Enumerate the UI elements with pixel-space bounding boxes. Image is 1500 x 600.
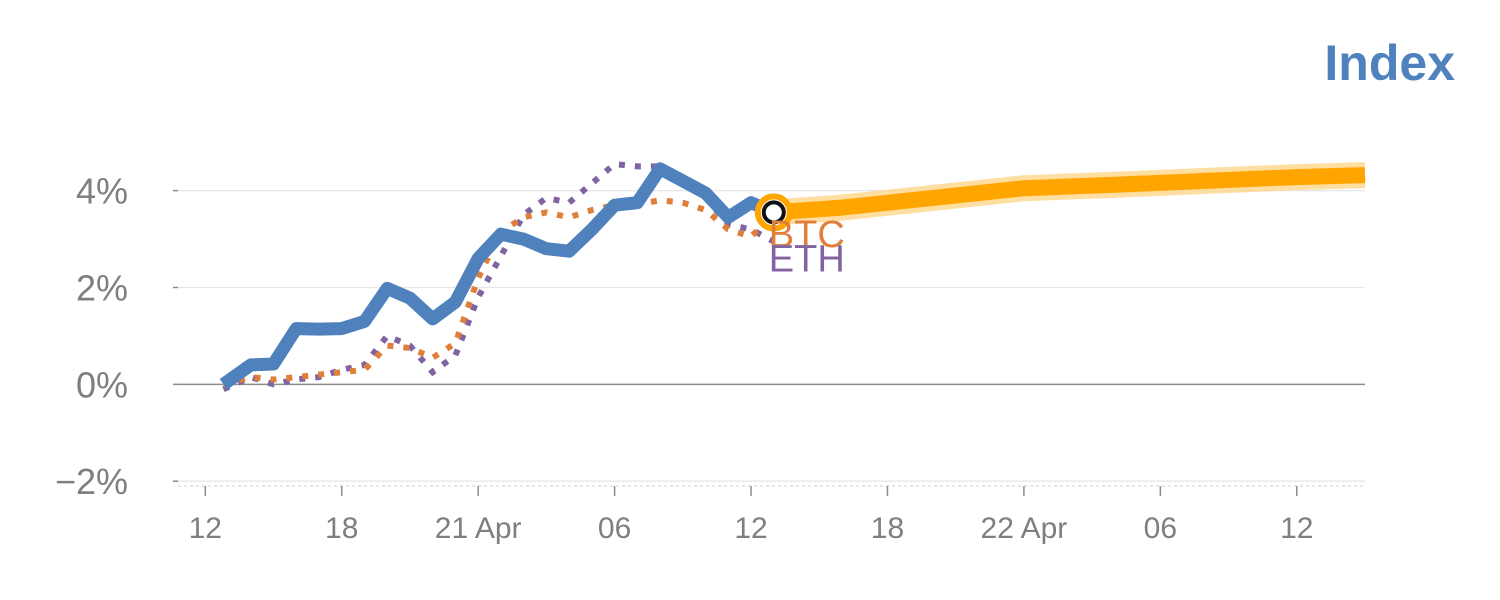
x-tick-label: 06: [1144, 512, 1177, 545]
x-tick-label: 18: [871, 512, 904, 545]
btc-series-line: [222, 197, 776, 388]
x-tick-label: 12: [1280, 512, 1313, 545]
x-tick-label: 21 Apr: [435, 512, 522, 545]
current-point-marker: [761, 200, 786, 225]
index-series-line: [219, 162, 777, 390]
chart-title: Index: [1324, 35, 1455, 91]
x-tick-label: 12: [734, 512, 767, 545]
eth-series-line: [222, 160, 776, 392]
x-axis: 12 18 21 Apr 06 12 18 22 Apr 06 12: [178, 485, 1365, 545]
y-tick-label: −2%: [55, 461, 128, 502]
x-tick-label: 06: [598, 512, 631, 545]
x-tick-label: 22 Apr: [981, 512, 1068, 545]
x-tick-label: 12: [189, 512, 222, 545]
x-tick-label: 18: [325, 512, 358, 545]
y-tick-label: 4%: [76, 171, 128, 212]
y-tick-label: 0%: [76, 364, 128, 405]
forecast-line: [773, 167, 1366, 221]
eth-series-label: ETH: [769, 238, 845, 280]
series-layer: [219, 160, 1366, 392]
y-tick-label: 2%: [76, 267, 128, 308]
btc-series-label: BTC: [769, 214, 845, 256]
y-axis: −2% 0% 2% 4%: [55, 171, 178, 502]
